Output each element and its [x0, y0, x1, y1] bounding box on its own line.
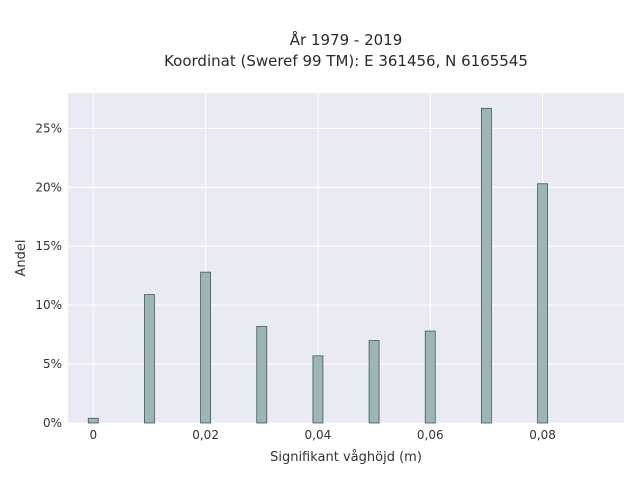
- bars: [87, 107, 548, 424]
- y-tick-label-1: 5%: [43, 357, 62, 371]
- x-tick-label-4: 0,08: [529, 428, 556, 442]
- x-axis-ticks: 0 0,02 0,04 0,06 0,08: [89, 428, 555, 442]
- bar-4: [312, 355, 324, 424]
- chart-title: År 1979 - 2019: [290, 30, 403, 49]
- y-tick-label-0: 0%: [43, 416, 62, 430]
- x-axis-label: Signifikant våghöjd (m): [270, 450, 422, 465]
- bar-1: [144, 294, 155, 424]
- bar-7: [481, 107, 492, 424]
- bar-5: [368, 340, 380, 424]
- bar-8: [537, 183, 548, 424]
- grid-lines: [68, 93, 624, 424]
- y-tick-label-4: 20%: [35, 180, 62, 194]
- y-tick-label-2: 10%: [35, 298, 62, 312]
- bar-2: [200, 271, 211, 424]
- y-axis-ticks: 0% 5% 10% 15% 20% 25%: [35, 121, 62, 430]
- y-tick-label-5: 25%: [35, 121, 62, 135]
- bar-0: [87, 417, 99, 424]
- x-tick-label-2: 0,04: [305, 428, 332, 442]
- x-tick-label-3: 0,06: [417, 428, 444, 442]
- y-tick-label-3: 15%: [35, 239, 62, 253]
- bar-6: [424, 330, 436, 424]
- plot-background: [68, 93, 624, 423]
- x-tick-label-1: 0,02: [192, 428, 219, 442]
- bar-3: [256, 325, 268, 424]
- x-tick-label-0: 0: [89, 428, 97, 442]
- chart-subtitle: Koordinat (Sweref 99 TM): E 361456, N 61…: [164, 52, 528, 70]
- y-axis-label: Andel: [14, 240, 29, 277]
